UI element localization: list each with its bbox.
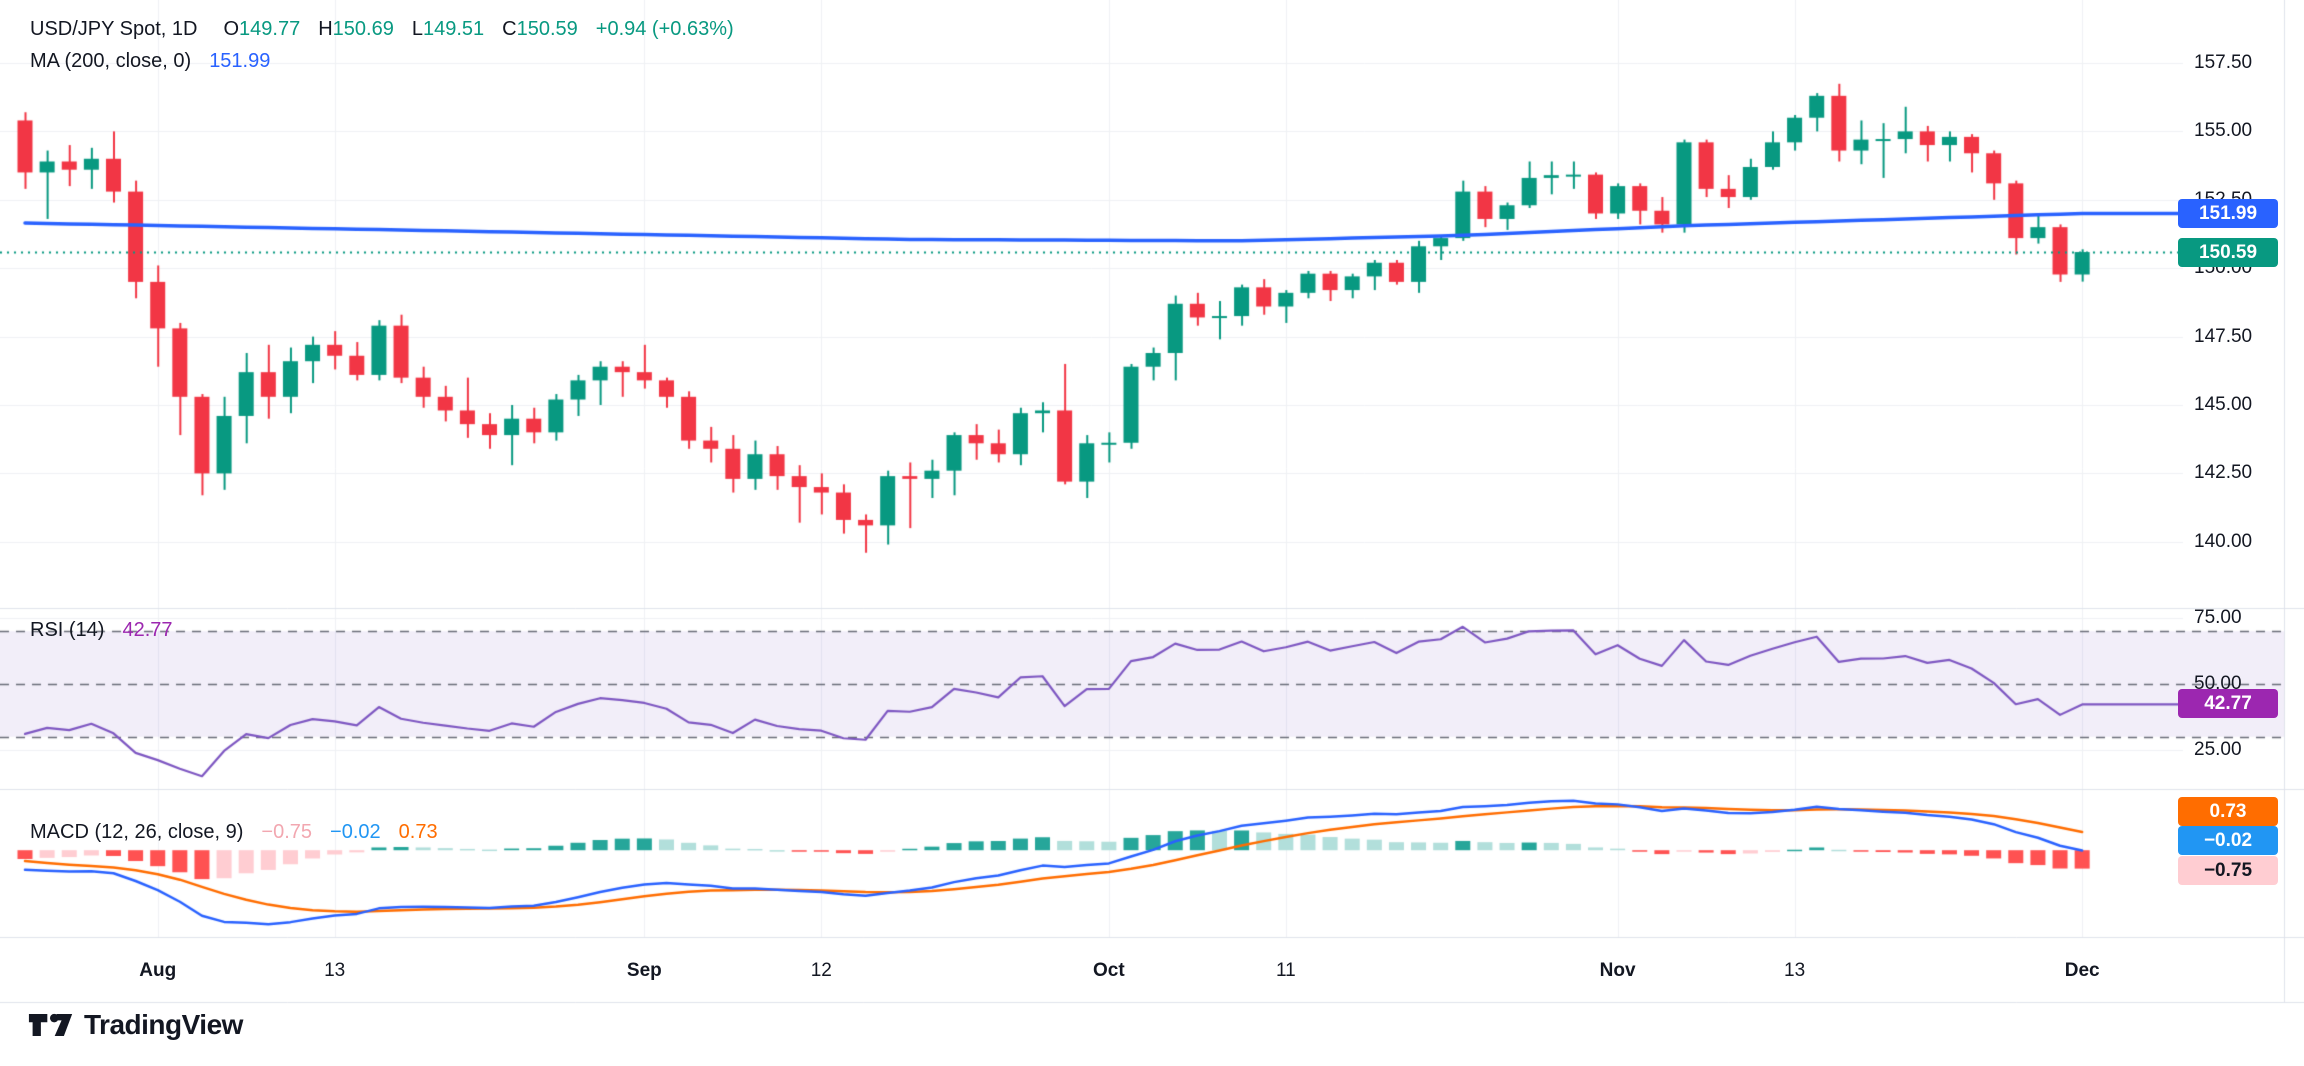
change-value: +0.94 (+0.63%) [595,18,734,40]
macd-line-badge: −0.02 [2178,825,2278,855]
time-tick-label: Nov [1599,960,1636,981]
ma-label: MA (200, close, 0) [30,50,192,72]
time-tick-label: 11 [1275,960,1296,981]
price-tick-label: 147.50 [2194,325,2253,347]
rsi-value: 42.77 [122,619,173,641]
macd-hist-value: −0.75 [261,821,313,843]
price-tick-label: 157.50 [2194,52,2253,73]
rsi-value-badge: 42.77 [2178,688,2278,718]
ohlc-high: H 150.69 [318,18,394,40]
macd-legend-row[interactable]: MACD (12, 26, close, 9) −0.75 −0.02 0.73 [30,821,438,844]
rsi-tick-label: 75.00 [2194,607,2242,628]
price-tick-label: 155.00 [2194,120,2253,142]
time-tick-label: 13 [1784,960,1806,981]
rsi-legend-row[interactable]: RSI (14) 42.77 [30,619,173,642]
main-legend-row[interactable]: USD/JPY Spot, 1D O 149.77 H 150.69 L 149.51… [30,18,734,41]
macd-signal-value: 0.73 [398,821,438,843]
ma-legend-row[interactable]: MA (200, close, 0) 151.99 [30,50,270,73]
price-tick-label: 142.50 [2194,462,2253,484]
macd-label: MACD (12, 26, close, 9) [30,821,244,843]
macd-line-value: −0.02 [330,821,381,843]
time-tick-label: Dec [2064,960,2100,981]
ohlc-open: O 149.77 [223,18,301,40]
time-tick-label: Aug [139,960,177,981]
time-tick-label: Sep [626,960,662,981]
time-tick-label: 13 [324,960,346,981]
tradingview-logo-text: TradingView [84,1009,243,1040]
time-tick-label: 12 [810,960,832,981]
ohlc-close: C 150.59 [502,18,578,40]
macd-signal-badge: 0.73 [2178,796,2278,826]
price-tick-label: 140.00 [2194,530,2253,552]
price-tick-label: 145.00 [2194,394,2253,415]
tradingview-logo-icon [28,1013,73,1037]
ohlc-low: L 149.51 [411,18,485,40]
time-tick-label: Oct [1093,960,1125,981]
tradingview-logo[interactable]: TradingView [28,1008,243,1042]
ma-price-badge: 151.99 [2178,199,2278,229]
last-close-price-badge: 150.59 [2178,237,2278,267]
rsi-label: RSI (14) [30,619,105,641]
symbol-title: USD/JPY Spot, 1D [30,18,198,40]
macd-hist-badge: −0.75 [2178,855,2278,885]
ma-value: 151.99 [209,50,271,72]
rsi-tick-label: 25.00 [2194,739,2242,760]
